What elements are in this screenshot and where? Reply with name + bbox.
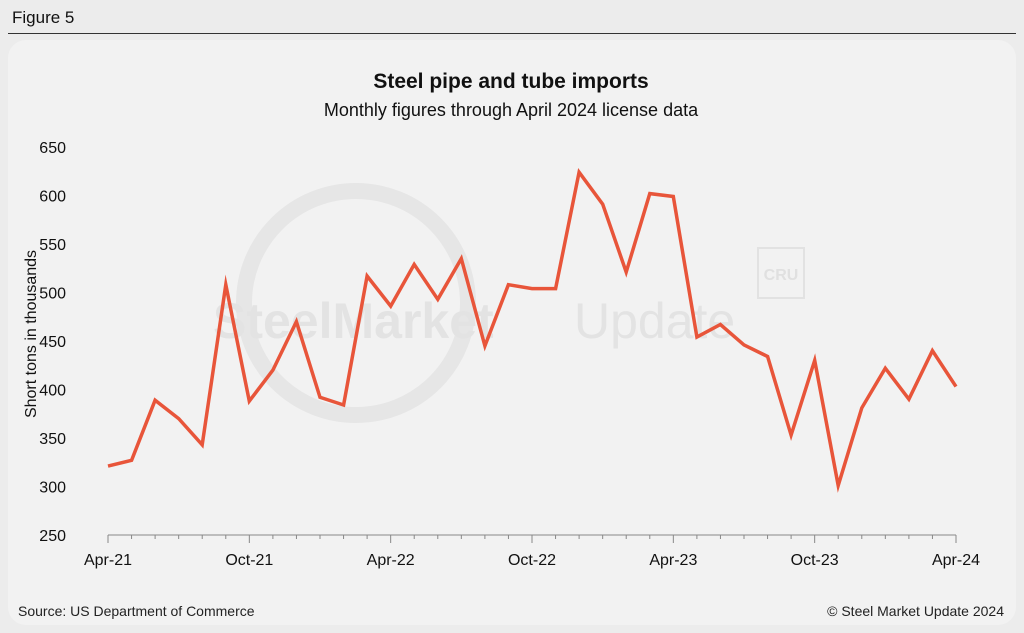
x-tick-label: Apr-21 xyxy=(84,552,132,569)
watermark-ring xyxy=(236,183,476,423)
y-tick-label: 550 xyxy=(39,237,66,254)
series xyxy=(107,167,958,493)
y-tick-label: 250 xyxy=(39,528,66,545)
y-axis-title: Short tons in thousands xyxy=(23,250,40,418)
y-tick-label: 600 xyxy=(39,189,66,206)
x-tick-label: Apr-23 xyxy=(649,552,697,569)
x-tick-label: Oct-22 xyxy=(508,552,556,569)
x-axis: Apr-21 Oct-21 Apr-22 Oct-22 Apr-23 Oct-23 Apr-… xyxy=(84,534,980,569)
x-tick-label: Apr-24 xyxy=(932,552,980,569)
watermark-logo: CRU xyxy=(764,267,799,284)
y-tick-label: 350 xyxy=(39,431,66,448)
figure-label: Figure 5 xyxy=(12,8,75,27)
y-tick-label: 400 xyxy=(39,383,66,400)
y-tick-label: 650 xyxy=(39,140,66,157)
watermark-text-light: Update xyxy=(574,293,735,349)
top-divider xyxy=(8,33,1016,34)
watermark-text-bold: SteelMarket xyxy=(213,293,494,349)
chart-subtitle: Monthly figures through April 2024 licen… xyxy=(324,100,699,120)
watermark-logo-box xyxy=(757,247,805,299)
chart-panel: SteelMarket Update CRU Steel pipe and tu… xyxy=(8,40,1016,625)
x-tick-label: Oct-21 xyxy=(225,552,273,569)
y-tick-label: 300 xyxy=(39,480,66,497)
y-tick-label: 450 xyxy=(39,334,66,351)
x-tick-label: Oct-23 xyxy=(791,552,839,569)
chart-title: Steel pipe and tube imports xyxy=(373,70,648,93)
copyright-note: © Steel Market Update 2024 xyxy=(827,603,1004,619)
chart: SteelMarket Update CRU Steel pipe and tu… xyxy=(18,70,1004,619)
y-axis: 250 300 350 400 450 500 550 600 650 xyxy=(39,140,66,545)
x-tick-label: Apr-22 xyxy=(367,552,415,569)
series-line xyxy=(107,167,958,493)
source-note: Source: US Department of Commerce xyxy=(18,603,255,619)
watermark: SteelMarket Update CRU xyxy=(213,183,805,423)
y-tick-label: 500 xyxy=(39,286,66,303)
